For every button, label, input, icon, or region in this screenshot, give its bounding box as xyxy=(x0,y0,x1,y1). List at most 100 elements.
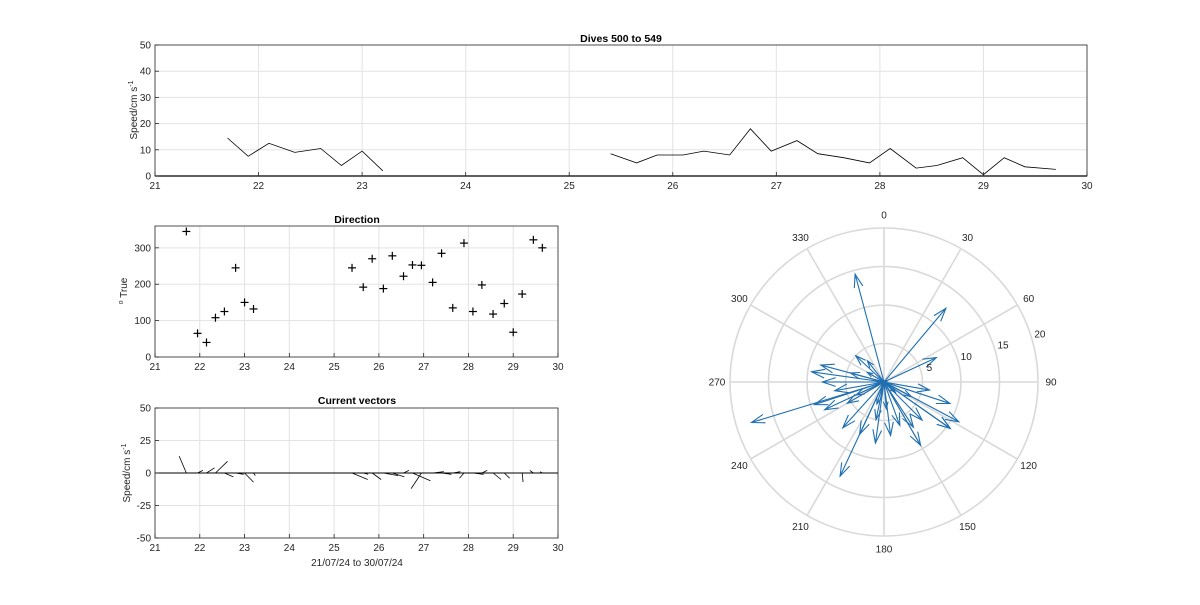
direction-x-tick-label: 28 xyxy=(463,362,475,373)
polar-angle-label: 30 xyxy=(962,233,974,244)
speed-plot-frame xyxy=(154,44,1088,177)
polar-angle-label: 120 xyxy=(1020,461,1037,472)
direction-point xyxy=(538,243,547,252)
compass-vector-arrow xyxy=(883,381,901,428)
polar-spoke xyxy=(750,304,885,383)
polar-angle-label: 0 xyxy=(881,211,887,222)
polar-angle-label: 270 xyxy=(709,378,726,389)
speed-x-tick-label: 28 xyxy=(874,181,886,192)
speed-chart: 21 22 23 24 25 26 27 28 29 30 0 10 20 30 40 50 Dives 5… xyxy=(128,33,1093,192)
current-vector-stick xyxy=(215,461,228,474)
compass-chart: 0 30 60 90 120 150 180 210 240 270 300 330 5 10 15 20 xyxy=(709,211,1057,556)
direction-x-tick-label: 24 xyxy=(284,362,296,373)
polar-angle-label: 300 xyxy=(731,294,748,305)
current-vector-stick xyxy=(412,472,431,482)
current-vector-stick xyxy=(351,472,368,480)
compass-vector-arrow xyxy=(854,354,885,383)
speed-x-tick-label: 27 xyxy=(771,181,783,192)
vectors-y-tick-label: 0 xyxy=(145,469,151,480)
direction-point xyxy=(211,313,220,322)
direction-point xyxy=(518,290,527,299)
speed-y-tick-label: 20 xyxy=(140,119,152,130)
polar-radius-label: 20 xyxy=(1034,329,1046,340)
current-vector-stick xyxy=(197,470,204,474)
vectors-x-tick-label: 30 xyxy=(552,543,564,554)
direction-y-axis-label: o True xyxy=(118,277,130,304)
direction-point xyxy=(348,263,357,272)
speed-y-tick-label: 30 xyxy=(140,93,152,104)
current-vector-stick xyxy=(452,471,461,474)
compass-vector-arrow xyxy=(812,381,885,406)
compass-vector-arrow xyxy=(865,371,885,383)
current-vector-stick xyxy=(459,472,465,479)
compass-vector-arrow xyxy=(858,381,885,436)
speed-series-line xyxy=(610,128,1056,176)
current-vector-stick xyxy=(492,472,502,480)
polar-radius-label: 10 xyxy=(961,352,973,363)
current-vector-stick xyxy=(403,470,410,474)
compass-vector-arrow xyxy=(883,306,948,383)
compass-vector-arrow xyxy=(809,368,885,383)
direction-point xyxy=(417,261,426,270)
vectors-x-tick-label: 29 xyxy=(508,543,520,554)
direction-point xyxy=(249,304,258,313)
polar-angle-label: 60 xyxy=(1023,294,1035,305)
polar-spoke xyxy=(806,248,885,383)
compass-vector-arrow xyxy=(883,381,932,393)
direction-x-tick-label: 27 xyxy=(418,362,430,373)
compass-vector-arrow xyxy=(866,359,885,383)
direction-point xyxy=(448,303,457,312)
vectors-x-axis-label: 21/07/24 to 30/07/24 xyxy=(311,558,403,569)
direction-x-tick-label: 30 xyxy=(552,362,564,373)
current-vector-stick xyxy=(521,472,524,483)
current-vector-stick xyxy=(432,471,444,474)
compass-vector-arrow xyxy=(883,381,922,447)
current-vector-stick xyxy=(244,472,254,483)
polar-spoke xyxy=(883,248,962,383)
current-vector-stick xyxy=(472,472,484,475)
direction-point xyxy=(202,338,211,347)
current-vector-stick xyxy=(206,467,215,474)
compass-vector-arrow xyxy=(883,381,952,430)
direction-x-tick-label: 26 xyxy=(373,362,385,373)
polar-angle-label: 90 xyxy=(1045,378,1057,389)
direction-point xyxy=(459,239,468,248)
speed-x-tick-label: 29 xyxy=(978,181,990,192)
direction-y-tick-label: 300 xyxy=(134,243,151,254)
vectors-y-tick-label: -50 xyxy=(137,534,152,545)
current-vector-stick xyxy=(178,455,187,474)
vectors-y-tick-label: 25 xyxy=(140,436,152,447)
vectors-x-tick-label: 24 xyxy=(284,543,296,554)
direction-point xyxy=(428,278,437,287)
vectors-y-axis-label: Speed/cm s-1 xyxy=(121,443,133,502)
direction-y-tick-label: 0 xyxy=(145,353,151,364)
current-vector-stick xyxy=(441,472,452,475)
compass-vector-arrow xyxy=(883,381,961,423)
direction-point xyxy=(408,260,417,269)
speed-x-tick-label: 21 xyxy=(149,181,161,192)
direction-point xyxy=(477,280,486,289)
compass-vector-arrow xyxy=(882,381,889,411)
direction-point xyxy=(379,284,388,293)
compass-vector-arrow xyxy=(883,356,938,383)
direction-x-tick-label: 21 xyxy=(149,362,161,373)
direction-point xyxy=(240,298,249,307)
compass-vector-arrow xyxy=(853,272,885,383)
compass-vector-arrow xyxy=(883,381,924,422)
compass-vector-arrow xyxy=(845,381,885,405)
vectors-x-tick-label: 25 xyxy=(329,543,341,554)
speed-y-tick-label: 10 xyxy=(140,145,152,156)
speed-x-tick-label: 25 xyxy=(564,181,576,192)
direction-x-tick-label: 25 xyxy=(329,362,341,373)
compass-vector-arrow xyxy=(820,377,884,387)
vectors-x-tick-label: 28 xyxy=(463,543,475,554)
direction-y-tick-label: 100 xyxy=(134,316,151,327)
current-vector-stick xyxy=(410,472,422,489)
direction-plot-frame xyxy=(154,225,559,358)
direction-chart-title: Direction xyxy=(334,214,380,226)
direction-point xyxy=(359,283,368,292)
vectors-y-tick-label: 50 xyxy=(140,404,152,415)
speed-x-tick-label: 26 xyxy=(667,181,679,192)
current-vector-stick xyxy=(481,470,488,474)
